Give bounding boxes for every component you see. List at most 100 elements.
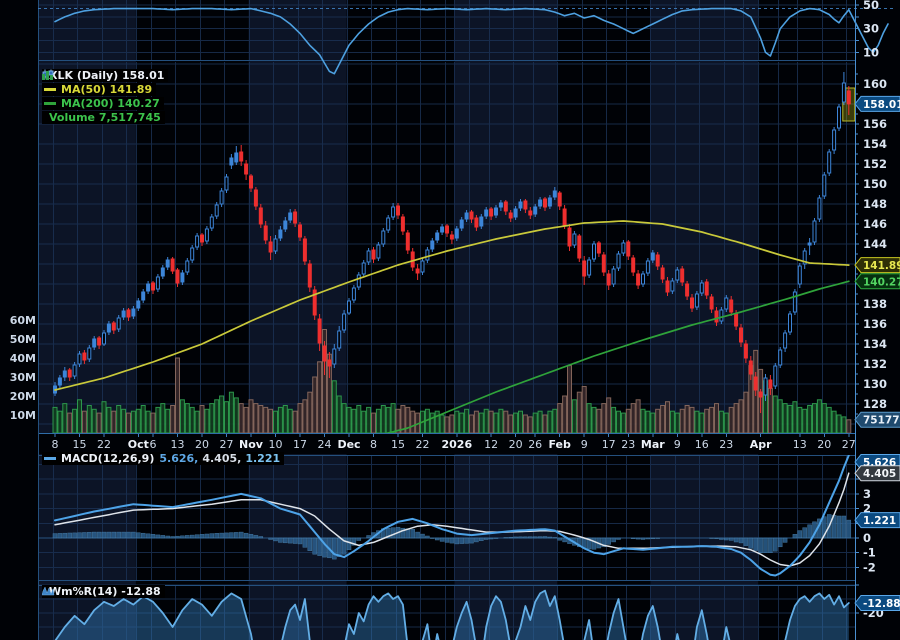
wpr-area (55, 590, 849, 640)
axis-tags: 158.01141.89140.2775177455.6264.4051.221… (854, 95, 900, 611)
svg-text:10M: 10M (10, 409, 36, 422)
svg-text:15: 15 (391, 438, 405, 451)
svg-text:40M: 40M (10, 352, 36, 365)
main-chart-legend: XLK (Daily) 158.01 MA(50) 141.89 MA(200)… (42, 69, 169, 124)
macd-panel (38, 455, 855, 577)
svg-text:50: 50 (863, 0, 879, 12)
svg-text:23: 23 (621, 438, 635, 451)
volume-label: Volume 7,517,745 (49, 111, 161, 124)
svg-text:Feb: Feb (548, 438, 571, 451)
svg-text:8: 8 (370, 438, 377, 451)
svg-text:60M: 60M (10, 314, 36, 327)
svg-text:8: 8 (52, 438, 59, 451)
svg-text:146: 146 (863, 217, 887, 231)
svg-text:4.405: 4.405 (863, 468, 896, 480)
svg-text:1.221: 1.221 (863, 515, 896, 527)
svg-text:13: 13 (793, 438, 807, 451)
svg-text:Oct: Oct (128, 438, 149, 451)
legend-ma200-row[interactable]: MA(200) 140.27 (42, 97, 164, 110)
svg-text:26: 26 (528, 438, 542, 451)
svg-text:160: 160 (863, 77, 887, 91)
svg-text:13: 13 (171, 438, 185, 451)
candlestick-series (53, 72, 851, 413)
macd-panel-legend: MACD(12,26,9) 5.626, 4.405, 1.221 (42, 452, 285, 465)
svg-text:27: 27 (220, 438, 234, 451)
ma50-label: MA(50) 141.89 (61, 83, 153, 96)
svg-text:9: 9 (581, 438, 588, 451)
macd-hist-value: 1.221 (245, 452, 281, 465)
svg-text:140.27: 140.27 (863, 276, 900, 288)
svg-text:3: 3 (863, 487, 871, 501)
svg-text:158.01: 158.01 (863, 99, 900, 111)
svg-text:136: 136 (863, 317, 887, 331)
svg-text:134: 134 (863, 337, 887, 351)
price-panel (52, 72, 855, 433)
svg-text:130: 130 (863, 377, 887, 391)
ma50-line-icon (44, 88, 56, 91)
svg-text:22: 22 (416, 438, 430, 451)
top-indicator-panel (38, 7, 893, 75)
svg-text:2026: 2026 (441, 438, 472, 451)
symbol-label: XLK (Daily) 158.01 (49, 69, 165, 82)
svg-text:138: 138 (863, 297, 887, 311)
svg-text:6: 6 (150, 438, 157, 451)
legend-wpr-row[interactable]: Wm%R(14) -12.88 (42, 585, 165, 598)
svg-text:17: 17 (293, 438, 307, 451)
svg-text:10: 10 (863, 45, 879, 59)
svg-text:22: 22 (97, 438, 111, 451)
svg-text:156: 156 (863, 117, 887, 131)
svg-text:144: 144 (863, 237, 887, 251)
svg-text:Dec: Dec (337, 438, 360, 451)
wpr-line (54, 589, 850, 640)
svg-text:23: 23 (719, 438, 733, 451)
svg-text:16: 16 (695, 438, 709, 451)
volume-axis-labels: 60M 50M 40M 30M 20M 10M (10, 314, 36, 422)
wpr-label: Wm%R(14) -12.88 (49, 585, 161, 598)
svg-text:15: 15 (73, 438, 87, 451)
svg-text:-1: -1 (863, 546, 876, 560)
macd-line (54, 455, 850, 577)
svg-text:-12.88: -12.88 (863, 598, 900, 610)
svg-text:10: 10 (269, 438, 283, 451)
gridlines (38, 0, 855, 640)
svg-text:20: 20 (817, 438, 831, 451)
svg-text:152: 152 (863, 157, 887, 171)
svg-text:132: 132 (863, 357, 887, 371)
svg-text:30M: 30M (10, 371, 36, 384)
svg-text:148: 148 (863, 197, 887, 211)
svg-text:12: 12 (484, 438, 498, 451)
legend-ma50-row[interactable]: MA(50) 141.89 (42, 83, 157, 96)
ma200-label: MA(200) 140.27 (61, 97, 160, 110)
svg-text:-2: -2 (863, 560, 876, 574)
svg-text:30: 30 (863, 22, 879, 36)
macd-line-icon (44, 457, 56, 460)
svg-text:24: 24 (318, 438, 332, 451)
svg-text:0: 0 (863, 531, 871, 545)
macd-value: 5.626, (159, 452, 199, 465)
svg-text:Apr: Apr (750, 438, 772, 451)
svg-text:20M: 20M (10, 390, 36, 403)
wpr-panel-legend: Wm%R(14) -12.88 (42, 585, 165, 598)
svg-text:9: 9 (674, 438, 681, 451)
svg-text:128: 128 (863, 397, 887, 411)
svg-text:17: 17 (602, 438, 616, 451)
svg-text:2: 2 (863, 502, 871, 516)
svg-text:50M: 50M (10, 333, 36, 346)
legend-symbol-row[interactable]: XLK (Daily) 158.01 (42, 69, 169, 82)
svg-text:150: 150 (863, 177, 887, 191)
svg-text:141.89: 141.89 (863, 260, 900, 272)
legend-macd-row[interactable]: MACD(12,26,9) 5.626, 4.405, 1.221 (42, 452, 285, 465)
svg-text:Mar: Mar (641, 438, 665, 451)
ma50-line (54, 220, 850, 391)
svg-text:154: 154 (863, 137, 887, 151)
x-axis: 8 15 22 Oct 6 13 20 27 Nov 10 17 24 Dec 8 15 22 2026 12 20… (52, 434, 856, 451)
volume-series (52, 329, 852, 433)
ma200-line (384, 280, 850, 433)
svg-text:20: 20 (195, 438, 209, 451)
legend-volume-row[interactable]: Volume 7,517,745 (42, 71, 165, 124)
svg-text:7517745: 7517745 (863, 415, 900, 427)
panel-borders (38, 0, 855, 640)
macd-signal-value: 4.405, (202, 452, 242, 465)
svg-text:Nov: Nov (239, 438, 264, 451)
